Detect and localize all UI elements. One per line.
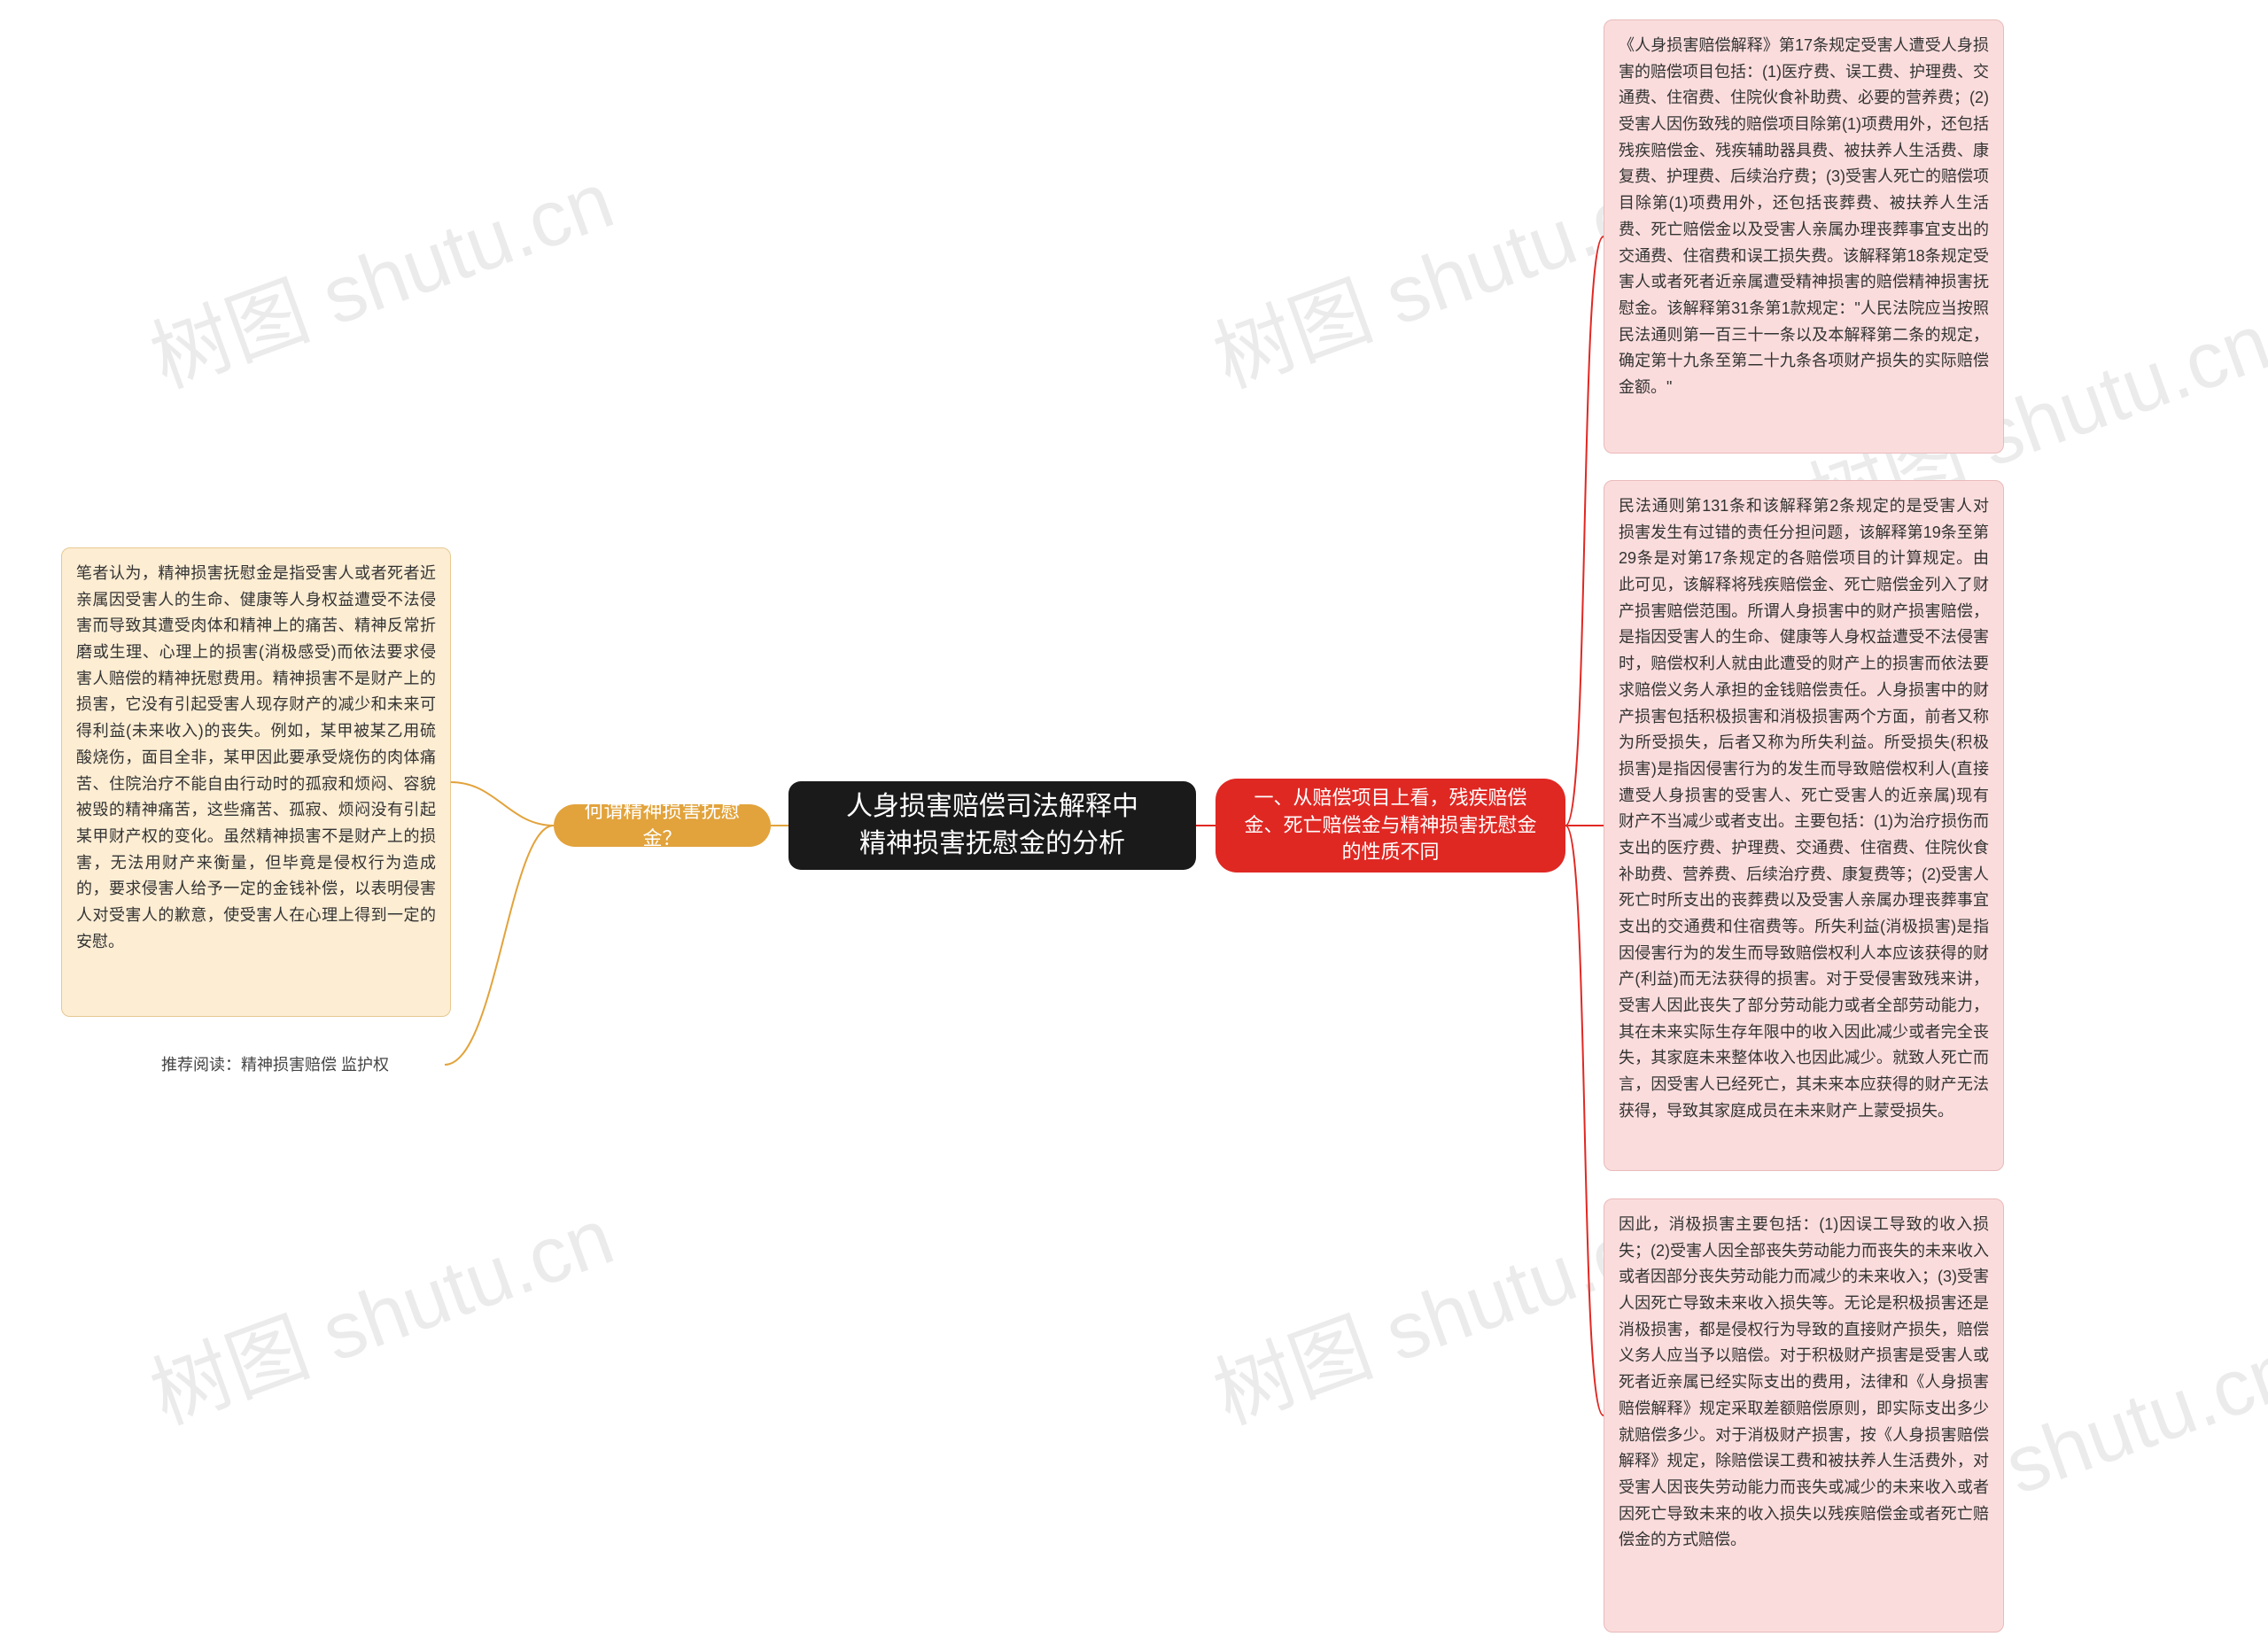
watermark: 树图 shutu.cn [133,136,626,410]
leaf-right-3[interactable]: 因此，消极损害主要包括：(1)因误工导致的收入损失；(2)受害人因全部丧失劳动能… [1604,1198,2004,1633]
root-node[interactable]: 人身损害赔偿司法解释中精神损害抚慰金的分析 [788,781,1196,870]
link-right-r1 [1565,237,1604,826]
root-node-label: 人身损害赔偿司法解释中精神损害抚慰金的分析 [846,788,1138,863]
leaf-left-1[interactable]: 笔者认为，精神损害抚慰金是指受害人或者死者近亲属因受害人的生命、健康等人身权益遭… [61,547,451,1017]
branch-node-left[interactable]: 何谓精神损害抚慰金？ [554,804,771,847]
leaf-right-2[interactable]: 民法通则第131条和该解释第2条规定的是受害人对损害发生有过错的责任分担问题，该… [1604,480,2004,1171]
leaf-left-2[interactable]: 推荐阅读：精神损害赔偿 监护权 [161,1052,445,1077]
leaf-right-1[interactable]: 《人身损害赔偿解释》第17条规定受害人遭受人身损害的赔偿项目包括：(1)医疗费、… [1604,19,2004,454]
leaf-left-1-text: 笔者认为，精神损害抚慰金是指受害人或者死者近亲属因受害人的生命、健康等人身权益遭… [76,564,436,950]
watermark: 树图 shutu.cn [133,1173,626,1446]
branch-node-right[interactable]: 一、从赔偿项目上看，残疾赔偿金、死亡赔偿金与精神损害抚慰金的性质不同 [1216,779,1565,873]
leaf-right-2-text: 民法通则第131条和该解释第2条规定的是受害人对损害发生有过错的责任分担问题，该… [1619,497,1989,1120]
mindmap-canvas: 树图 shutu.cn 树图 shutu.cn 树图 shutu.cn 树图 s… [0,0,2268,1652]
leaf-right-3-text: 因此，消极损害主要包括：(1)因误工导致的收入损失；(2)受害人因全部丧失劳动能… [1619,1215,1989,1548]
leaf-left-2-text: 推荐阅读：精神损害赔偿 监护权 [161,1056,389,1074]
leaf-right-1-text: 《人身损害赔偿解释》第17条规定受害人遭受人身损害的赔偿项目包括：(1)医疗费、… [1619,36,1989,396]
link-left-l1 [451,782,554,826]
branch-left-label: 何谓精神损害抚慰金？ [573,798,751,853]
branch-right-label: 一、从赔偿项目上看，残疾赔偿金、死亡赔偿金与精神损害抚慰金的性质不同 [1235,785,1546,866]
link-left-l2 [445,826,554,1065]
link-right-r3 [1565,826,1604,1415]
